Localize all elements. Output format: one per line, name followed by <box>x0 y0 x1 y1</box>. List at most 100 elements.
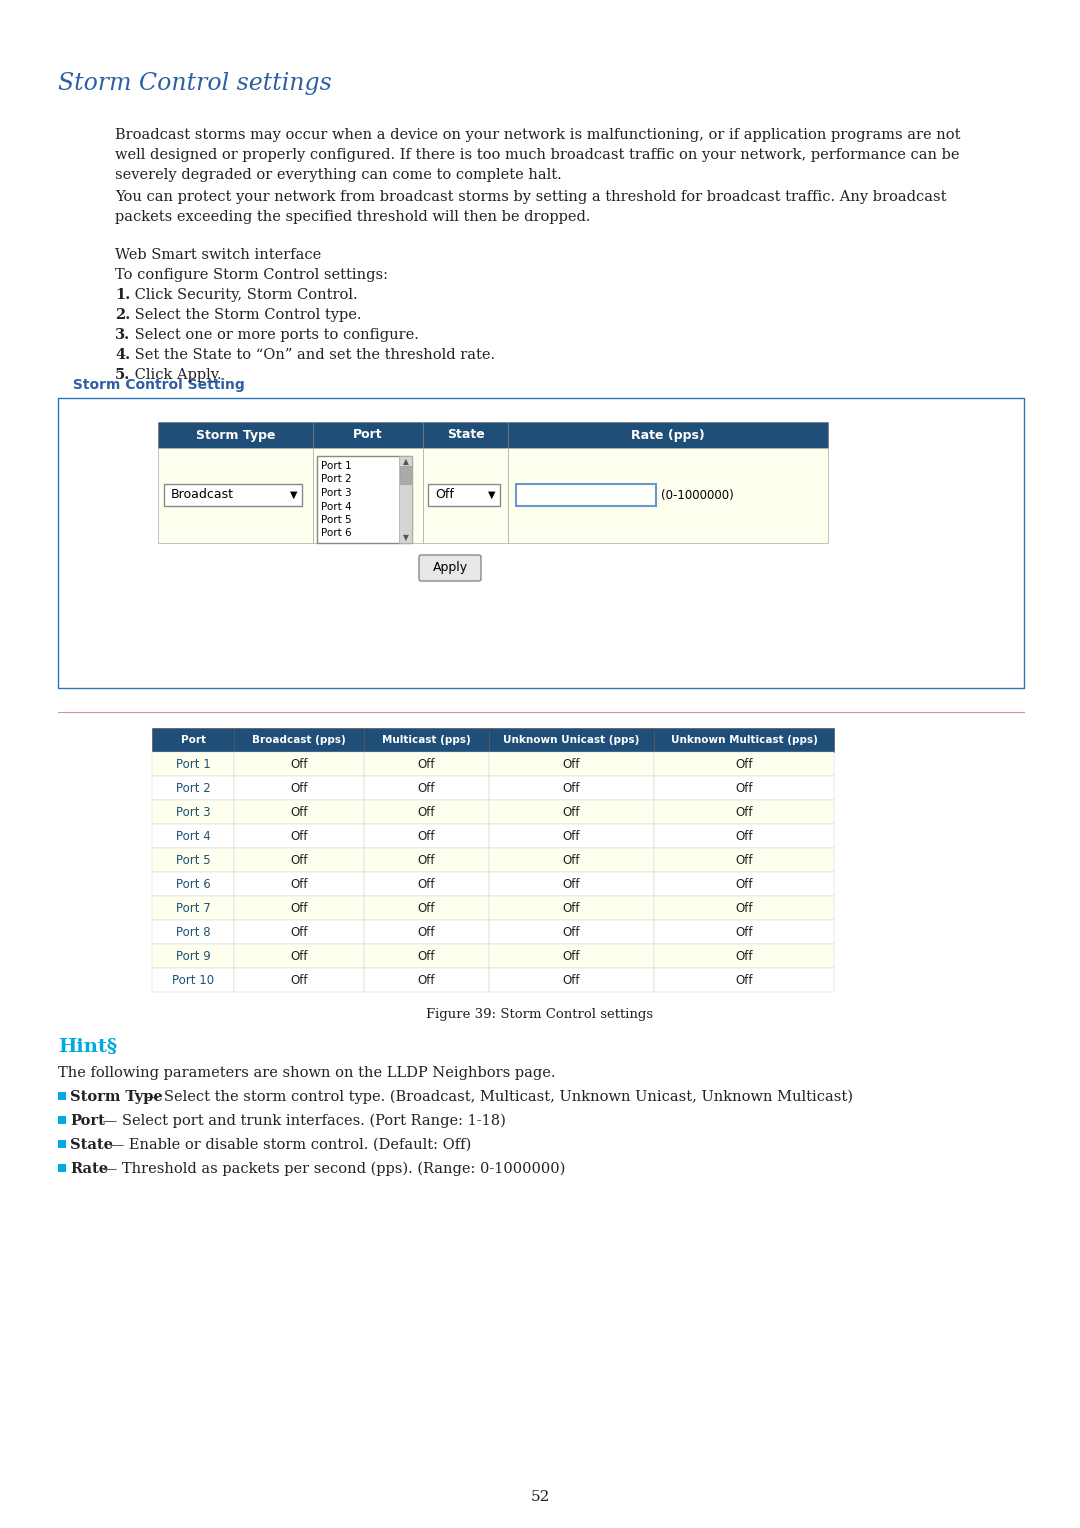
Text: 1.: 1. <box>114 287 131 303</box>
Text: Off: Off <box>735 877 753 891</box>
Text: ▼: ▼ <box>291 490 297 500</box>
Text: Off: Off <box>563 781 580 795</box>
Text: The following parameters are shown on the LLDP Neighbors page.: The following parameters are shown on th… <box>58 1067 555 1080</box>
Text: well designed or properly configured. If there is too much broadcast traffic on : well designed or properly configured. If… <box>114 148 959 162</box>
FancyBboxPatch shape <box>364 944 489 969</box>
Text: Storm Control Setting: Storm Control Setting <box>68 377 249 393</box>
Text: Port 6: Port 6 <box>321 529 352 538</box>
Text: Off: Off <box>563 973 580 987</box>
Text: Broadcast: Broadcast <box>171 489 234 501</box>
Text: ▼: ▼ <box>403 533 408 542</box>
Text: Port: Port <box>353 428 382 442</box>
Text: Off: Off <box>291 926 308 938</box>
FancyBboxPatch shape <box>364 969 489 992</box>
Text: Click Apply.: Click Apply. <box>130 368 221 382</box>
FancyBboxPatch shape <box>399 455 411 542</box>
FancyBboxPatch shape <box>234 801 364 824</box>
Text: Port 3: Port 3 <box>176 805 211 819</box>
FancyBboxPatch shape <box>508 448 828 542</box>
FancyBboxPatch shape <box>152 969 234 992</box>
Text: packets exceeding the specified threshold will then be dropped.: packets exceeding the specified threshol… <box>114 209 591 225</box>
FancyBboxPatch shape <box>364 752 489 776</box>
Text: You can protect your network from broadcast storms by setting a threshold for br: You can protect your network from broadc… <box>114 189 946 205</box>
Text: Off: Off <box>418 854 435 866</box>
Text: Hint§: Hint§ <box>58 1038 117 1056</box>
Text: Off: Off <box>563 830 580 842</box>
FancyBboxPatch shape <box>508 422 828 448</box>
FancyBboxPatch shape <box>654 969 834 992</box>
FancyBboxPatch shape <box>234 872 364 895</box>
FancyBboxPatch shape <box>489 969 654 992</box>
Text: Off: Off <box>418 758 435 770</box>
Text: Off: Off <box>735 830 753 842</box>
Text: Off: Off <box>563 758 580 770</box>
FancyBboxPatch shape <box>489 872 654 895</box>
Text: Figure 39: Storm Control settings: Figure 39: Storm Control settings <box>427 1008 653 1021</box>
FancyBboxPatch shape <box>516 484 656 506</box>
Text: Port 8: Port 8 <box>176 926 211 938</box>
FancyBboxPatch shape <box>364 727 489 752</box>
FancyBboxPatch shape <box>152 944 234 969</box>
FancyBboxPatch shape <box>234 848 364 872</box>
FancyBboxPatch shape <box>58 397 1024 688</box>
FancyBboxPatch shape <box>364 872 489 895</box>
FancyBboxPatch shape <box>654 752 834 776</box>
FancyBboxPatch shape <box>234 776 364 801</box>
Text: Port 9: Port 9 <box>176 949 211 963</box>
FancyBboxPatch shape <box>234 944 364 969</box>
Text: To configure Storm Control settings:: To configure Storm Control settings: <box>114 267 388 283</box>
FancyBboxPatch shape <box>313 448 423 542</box>
Text: Web Smart switch interface: Web Smart switch interface <box>114 248 321 261</box>
Text: Off: Off <box>735 805 753 819</box>
Text: Off: Off <box>291 854 308 866</box>
Text: Unknown Multicast (pps): Unknown Multicast (pps) <box>671 735 818 746</box>
Text: Off: Off <box>563 902 580 914</box>
FancyBboxPatch shape <box>364 848 489 872</box>
Text: Storm Control settings: Storm Control settings <box>58 72 332 95</box>
Text: Port: Port <box>70 1114 105 1128</box>
Text: Off: Off <box>418 902 435 914</box>
FancyBboxPatch shape <box>234 920 364 944</box>
Text: Port 1: Port 1 <box>176 758 211 770</box>
Text: Storm Type: Storm Type <box>70 1089 163 1105</box>
FancyBboxPatch shape <box>489 824 654 848</box>
FancyBboxPatch shape <box>489 920 654 944</box>
Text: Off: Off <box>291 805 308 819</box>
Text: Off: Off <box>291 973 308 987</box>
FancyBboxPatch shape <box>152 920 234 944</box>
Text: Port 10: Port 10 <box>172 973 214 987</box>
Text: Off: Off <box>418 973 435 987</box>
Text: 52: 52 <box>530 1490 550 1504</box>
FancyBboxPatch shape <box>654 801 834 824</box>
FancyBboxPatch shape <box>489 895 654 920</box>
FancyBboxPatch shape <box>489 752 654 776</box>
Text: Broadcast (pps): Broadcast (pps) <box>252 735 346 746</box>
FancyBboxPatch shape <box>152 727 234 752</box>
FancyBboxPatch shape <box>234 824 364 848</box>
Text: severely degraded or everything can come to complete halt.: severely degraded or everything can come… <box>114 168 562 182</box>
Text: Off: Off <box>418 949 435 963</box>
FancyBboxPatch shape <box>58 1093 66 1100</box>
FancyBboxPatch shape <box>419 555 481 581</box>
Text: Off: Off <box>291 830 308 842</box>
FancyBboxPatch shape <box>489 727 654 752</box>
Text: Off: Off <box>418 805 435 819</box>
Text: Off: Off <box>291 902 308 914</box>
Text: Off: Off <box>563 949 580 963</box>
FancyBboxPatch shape <box>364 824 489 848</box>
FancyBboxPatch shape <box>654 944 834 969</box>
Text: — Threshold as packets per second (pps). (Range: 0-1000000): — Threshold as packets per second (pps).… <box>98 1161 565 1177</box>
FancyBboxPatch shape <box>654 727 834 752</box>
Text: State: State <box>447 428 484 442</box>
Text: 2.: 2. <box>114 309 131 322</box>
FancyBboxPatch shape <box>152 872 234 895</box>
FancyBboxPatch shape <box>234 727 364 752</box>
FancyBboxPatch shape <box>158 422 313 448</box>
FancyBboxPatch shape <box>423 448 508 542</box>
Text: Off: Off <box>563 877 580 891</box>
Text: — Select port and trunk interfaces. (Port Range: 1-18): — Select port and trunk interfaces. (Por… <box>98 1114 505 1128</box>
Text: Off: Off <box>735 902 753 914</box>
FancyBboxPatch shape <box>364 776 489 801</box>
Text: Broadcast storms may occur when a device on your network is malfunctioning, or i: Broadcast storms may occur when a device… <box>114 128 960 142</box>
Text: Rate: Rate <box>70 1161 108 1177</box>
